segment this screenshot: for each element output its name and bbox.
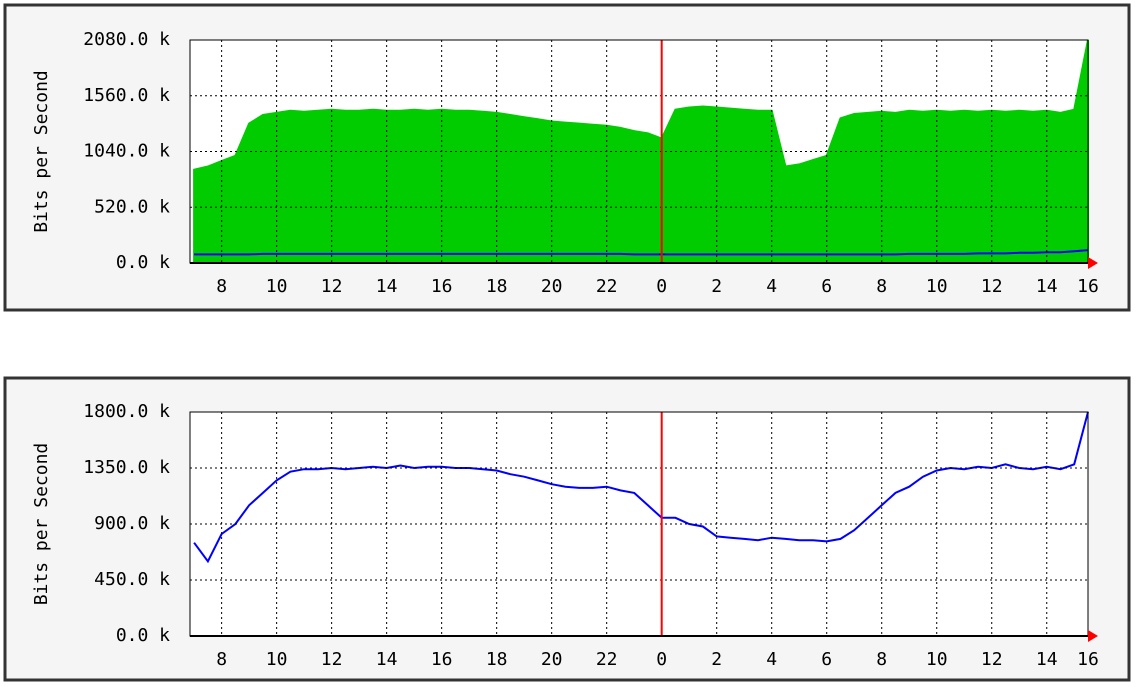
- y-tick-label: 2080.0 k: [83, 29, 170, 50]
- x-tick-label: 4: [766, 276, 777, 297]
- y-tick-label: 520.0 k: [94, 196, 170, 217]
- x-tick-label: 10: [926, 649, 948, 670]
- y-axis-label: Bits per Second: [31, 443, 52, 606]
- x-tick-label: 12: [981, 649, 1003, 670]
- x-tick-label: 0: [656, 649, 667, 670]
- x-tick-label: 8: [216, 649, 227, 670]
- y-tick-label: 1040.0 k: [83, 141, 170, 162]
- x-tick-label: 8: [876, 649, 887, 670]
- x-tick-label: 8: [876, 276, 887, 297]
- y-tick-label: 900.0 k: [94, 513, 170, 534]
- axis-arrow: [1088, 630, 1098, 642]
- x-tick-label: 16: [431, 276, 453, 297]
- x-tick-label: 4: [766, 649, 777, 670]
- x-tick-label: 14: [376, 276, 398, 297]
- x-tick-label: 0: [656, 276, 667, 297]
- x-tick-label: 8: [216, 276, 227, 297]
- x-tick-label: 16: [431, 649, 453, 670]
- y-tick-label: 1560.0 k: [83, 85, 170, 106]
- y-tick-label: 450.0 k: [94, 569, 170, 590]
- x-tick-label: 2: [711, 276, 722, 297]
- x-tick-label: 14: [376, 649, 398, 670]
- x-tick-label: 12: [321, 649, 343, 670]
- line: [193, 411, 1089, 564]
- x-tick-label: 16: [1077, 276, 1099, 297]
- x-tick-label: 18: [486, 649, 508, 670]
- x-tick-label: 2: [711, 649, 722, 670]
- x-tick-label: 12: [981, 276, 1003, 297]
- x-tick-label: 10: [266, 649, 288, 670]
- x-tick-label: 12: [321, 276, 343, 297]
- x-tick-label: 16: [1077, 649, 1099, 670]
- x-tick-label: 22: [596, 276, 618, 297]
- y-tick-label: 0.0 k: [116, 625, 170, 646]
- x-tick-label: 14: [1036, 649, 1058, 670]
- line: [194, 249, 1089, 256]
- y-tick-label: 1800.0 k: [83, 401, 170, 422]
- x-tick-label: 20: [541, 276, 563, 297]
- plot-area: [190, 412, 1088, 636]
- x-tick-label: 14: [1036, 276, 1058, 297]
- x-tick-label: 10: [926, 276, 948, 297]
- x-tick-label: 22: [596, 649, 618, 670]
- x-tick-label: 18: [486, 276, 508, 297]
- y-tick-label: 0.0 k: [116, 252, 170, 273]
- y-tick-label: 1350.0 k: [83, 457, 170, 478]
- axis-arrow: [1088, 257, 1098, 269]
- y-axis-label: Bits per Second: [31, 70, 52, 233]
- x-tick-label: 20: [541, 649, 563, 670]
- x-tick-label: 6: [821, 649, 832, 670]
- x-tick-label: 10: [266, 276, 288, 297]
- x-tick-label: 6: [821, 276, 832, 297]
